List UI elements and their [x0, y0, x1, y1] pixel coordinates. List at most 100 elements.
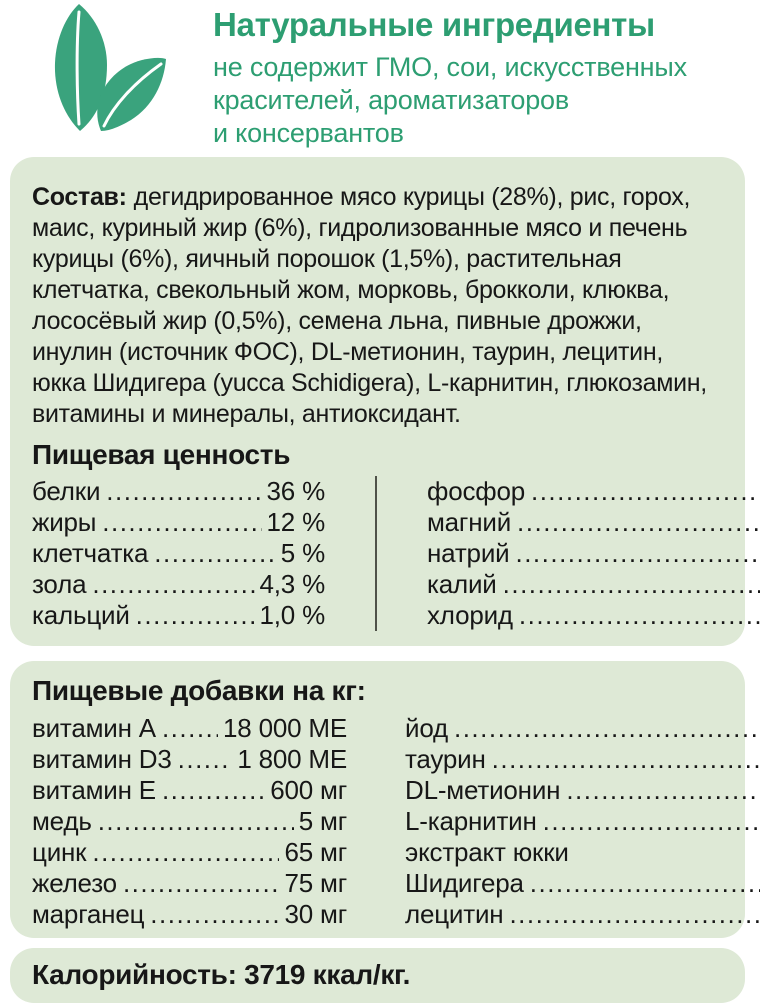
subtitle-line: красителей, ароматизаторов [213, 85, 570, 115]
subtitle-line: и консервантов [213, 118, 404, 148]
dot-leader [150, 899, 279, 930]
nutrient-value: 12 % [266, 507, 326, 537]
additive-value: 75 мг [284, 868, 347, 898]
additive-label: DL-метионин [405, 775, 561, 805]
dot-leader [102, 507, 261, 538]
additive-label: цинк [32, 837, 87, 867]
page-title: Натуральные ингредиенты [213, 6, 655, 43]
dot-leader [154, 538, 276, 569]
additive-label: витамин D3 [32, 744, 172, 774]
calories-label: Калорийность: [32, 959, 237, 990]
nutrient-row: хлорид 0,2 % [427, 600, 760, 631]
additive-row: L-карнитин 300 мг [405, 806, 760, 837]
dot-leader [543, 806, 760, 837]
additives-column-right: йод 1,5 мг таурин 2000 мг DL-метионин 25… [405, 713, 760, 930]
nutrition-column-right: фосфор 0,8 % магний 0,09 % натрий 0,23 %… [375, 476, 760, 631]
nutrient-label: жиры [32, 507, 97, 537]
additive-row: витамин А 18 000 МЕ [32, 713, 347, 744]
dot-leader [162, 775, 265, 806]
nutrient-value: 4,3 % [259, 569, 326, 599]
calories-section: Калорийность: 3719 ккал/кг. [10, 948, 745, 1003]
nutrient-row: калий 0,6 % [427, 569, 760, 600]
additives-column-left: витамин А 18 000 МЕ витамин D3 1 800 МЕ … [32, 713, 347, 930]
nutrient-label: магний [427, 507, 512, 537]
additive-label: йод [405, 713, 448, 743]
additive-value: 1 800 МЕ [237, 744, 347, 774]
nutrient-row: фосфор 0,8 % [427, 476, 760, 507]
nutrient-label: фосфор [427, 476, 525, 506]
calories-value: 3719 ккал/кг. [244, 959, 411, 990]
calories-text: Калорийность: 3719 ккал/кг. [32, 959, 723, 991]
dot-leader [531, 476, 760, 507]
additives-table: витамин А 18 000 МЕ витамин D3 1 800 МЕ … [32, 713, 723, 930]
nutrient-label: кальций [32, 600, 130, 630]
dot-leader [92, 569, 254, 600]
dot-leader [136, 600, 255, 631]
additive-label: витамин Е [32, 775, 156, 805]
nutrition-table: белки 36 % жиры 12 % клетчатка 5 % зола … [32, 476, 723, 631]
dot-leader [98, 806, 294, 837]
dot-leader [509, 899, 760, 930]
nutrient-label: зола [32, 569, 87, 599]
subtitle-line: не содержит ГМО, сои, искусственных [213, 52, 687, 82]
nutrient-row: жиры 12 % [32, 507, 375, 538]
nutrient-value: 36 % [266, 476, 326, 506]
additives-section: Пищевые добавки на кг: витамин А 18 000 … [10, 661, 745, 938]
additive-row: йод 1,5 мг [405, 713, 760, 744]
dot-leader [492, 744, 760, 775]
additive-row: DL-метионин 2500 мг [405, 775, 760, 806]
additive-row: медь 5 мг [32, 806, 347, 837]
dot-leader [515, 538, 760, 569]
header: Натуральные ингредиенты не содержит ГМО,… [0, 0, 760, 157]
composition-body: дегидрированное мясо курицы (28%), рис, … [32, 183, 707, 428]
additive-row: экстракт юкки [405, 837, 760, 868]
nutrition-title: Пищевая ценность [32, 439, 291, 470]
header-subtitle: не содержит ГМО, сои, искусственных краси… [213, 51, 748, 150]
nutrient-label: клетчатка [32, 538, 149, 568]
composition-section: Состав: дегидрированное мясо курицы (28%)… [10, 157, 745, 646]
dot-leader [123, 868, 280, 899]
dot-leader [162, 713, 218, 744]
nutrient-row: кальций 1,0 % [32, 600, 375, 631]
additive-label: лецитин [405, 899, 504, 929]
nutrient-label: натрий [427, 538, 510, 568]
dot-leader [566, 775, 760, 806]
additive-row: витамин D3 1 800 МЕ [32, 744, 347, 775]
nutrient-row: зола 4,3 % [32, 569, 375, 600]
nutrition-column-left: белки 36 % жиры 12 % клетчатка 5 % зола … [32, 476, 375, 631]
nutrient-row: магний 0,09 % [427, 507, 760, 538]
additive-label: экстракт юкки [405, 837, 569, 867]
additive-row: витамин Е 600 мг [32, 775, 347, 806]
additive-value: 18 000 МЕ [223, 713, 347, 743]
nutrient-value: 1,0 % [259, 600, 326, 630]
additive-label: железо [32, 868, 117, 898]
nutrient-label: хлорид [427, 600, 513, 630]
additive-row: Шидигера 500 мг [405, 868, 760, 899]
nutrient-label: калий [427, 569, 497, 599]
additive-value: 65 мг [284, 837, 347, 867]
composition-text: Состав: дегидрированное мясо курицы (28%)… [32, 182, 723, 430]
additive-row: лецитин 3000 мг [405, 899, 760, 930]
dot-leader [106, 476, 261, 507]
dot-leader [503, 569, 760, 600]
nutrient-label: белки [32, 476, 101, 506]
additive-label: витамин А [32, 713, 156, 743]
additive-label: марганец [32, 899, 145, 929]
dot-leader [178, 744, 233, 775]
dot-leader [530, 868, 760, 899]
additive-label: таурин [405, 744, 486, 774]
additive-row: железо 75 мг [32, 868, 347, 899]
additive-value: 30 мг [284, 899, 347, 929]
nutrient-row: натрий 0,23 % [427, 538, 760, 569]
nutrient-row: белки 36 % [32, 476, 375, 507]
additive-row: цинк 65 мг [32, 837, 347, 868]
dot-leader [92, 837, 279, 868]
additive-label: медь [32, 806, 92, 836]
leaves-icon [52, 3, 168, 133]
nutrient-value: 5 % [280, 538, 325, 568]
additive-row: марганец 30 мг [32, 899, 347, 930]
dot-leader [517, 507, 760, 538]
additives-title: Пищевые добавки на кг: [32, 675, 366, 706]
additive-row: таурин 2000 мг [405, 744, 760, 775]
